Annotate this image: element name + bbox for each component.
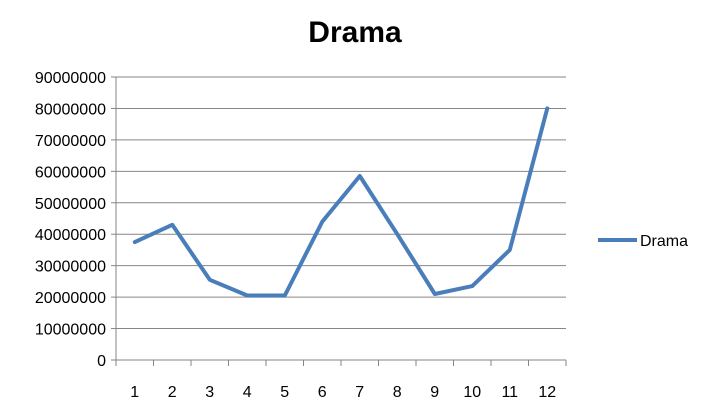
chart-title: Drama bbox=[308, 16, 402, 49]
y-tick-label: 40000000 bbox=[35, 227, 106, 244]
x-tick-labels: 1 2 3 4 5 6 7 8 9 10 11 12 bbox=[130, 384, 556, 401]
y-tick-label: 60000000 bbox=[35, 164, 106, 181]
y-tick-label: 90000000 bbox=[35, 70, 106, 87]
series-lines bbox=[132, 106, 550, 298]
x-tick-label: 8 bbox=[393, 384, 402, 401]
x-tick-label: 1 bbox=[130, 384, 139, 401]
y-tick-labels: 0 10000000 20000000 30000000 40000000 5000000… bbox=[35, 70, 106, 370]
x-tick-label: 6 bbox=[318, 384, 327, 401]
x-tick-label: 3 bbox=[205, 384, 214, 401]
x-tick-label: 11 bbox=[501, 384, 518, 401]
legend: Drama bbox=[598, 233, 688, 250]
legend-label: Drama bbox=[640, 233, 688, 250]
series-line-drama bbox=[132, 106, 550, 298]
x-tick-label: 7 bbox=[355, 384, 364, 401]
x-tick-label: 9 bbox=[430, 384, 439, 401]
x-tick-label: 10 bbox=[463, 384, 481, 401]
x-tick-label: 4 bbox=[243, 384, 252, 401]
y-tick-label: 10000000 bbox=[35, 322, 106, 339]
y-tick-label: 80000000 bbox=[35, 101, 106, 118]
x-tick-label: 5 bbox=[280, 384, 289, 401]
y-tick-label: 20000000 bbox=[35, 290, 106, 307]
y-tick-label: 0 bbox=[97, 353, 106, 370]
x-tick-label: 12 bbox=[538, 384, 556, 401]
y-tick-label: 30000000 bbox=[35, 259, 106, 276]
y-tick-label: 50000000 bbox=[35, 196, 106, 213]
y-tick-label: 70000000 bbox=[35, 133, 106, 150]
axes bbox=[111, 76, 567, 366]
gridlines bbox=[116, 76, 566, 330]
x-tick-label: 2 bbox=[168, 384, 177, 401]
